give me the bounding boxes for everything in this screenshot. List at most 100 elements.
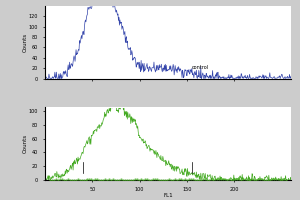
Point [103,178,108,181]
Point [200,177,205,181]
Point [262,178,267,181]
Point [121,178,126,181]
Point [91,178,96,182]
Point [234,177,239,181]
Y-axis label: Counts: Counts [22,33,27,52]
Point [167,178,171,181]
Point [157,178,161,181]
Point [230,178,235,181]
Point [188,178,193,181]
Point [216,178,221,181]
Point [240,178,245,181]
Point [141,178,146,182]
Point [127,178,132,181]
Point [133,177,138,181]
Point [254,178,259,181]
Point [119,178,124,181]
Point [87,178,92,181]
Point [85,178,90,181]
Point [280,178,285,182]
Point [270,178,275,181]
Point [71,178,76,181]
Point [266,178,271,182]
Point [47,178,52,181]
Point [137,178,142,181]
Point [176,178,181,181]
Point [55,178,60,182]
Point [97,178,102,182]
Point [95,177,100,181]
Point [67,178,72,182]
Point [222,178,227,181]
Point [49,178,54,182]
Point [165,178,170,182]
Point [192,178,197,181]
Point [236,178,241,181]
Point [83,178,88,181]
Point [246,178,251,181]
Point [206,178,211,181]
Point [125,178,130,181]
Point [264,178,269,182]
Text: control: control [192,65,209,70]
Point [182,178,187,181]
Point [159,178,164,181]
Point [77,178,82,181]
Point [107,177,112,181]
Point [143,178,148,181]
Point [274,177,279,181]
Point [214,178,219,181]
Point [147,178,152,181]
Point [238,178,243,182]
Point [224,178,229,181]
Point [69,178,74,181]
Y-axis label: Counts: Counts [22,134,27,153]
Point [252,178,257,181]
Point [171,178,176,181]
Point [282,178,287,181]
Point [212,178,217,181]
Point [115,178,120,181]
Point [228,178,233,181]
Point [198,178,203,182]
Point [123,178,128,181]
Point [135,177,140,181]
Point [163,178,167,181]
Point [220,178,225,181]
Point [149,178,154,181]
Point [153,178,158,181]
Point [258,178,263,181]
Point [169,178,173,182]
Point [89,178,94,181]
Point [284,178,289,181]
Point [204,178,209,181]
Point [178,177,183,181]
Point [226,178,231,181]
Point [65,178,70,181]
Point [276,177,281,181]
Point [81,178,86,181]
Point [187,177,191,181]
Point [160,178,165,182]
Point [61,178,66,181]
Point [79,178,84,182]
Point [190,177,195,181]
Point [145,178,149,181]
Point [232,178,237,181]
Point [248,178,253,181]
Point [109,178,114,181]
Point [59,178,64,181]
Point [139,178,144,181]
Point [202,178,207,181]
Point [131,178,136,181]
Point [175,178,179,182]
Point [242,177,247,181]
Point [99,178,104,181]
Point [278,178,283,181]
Point [181,178,185,181]
Point [101,178,106,182]
Point [260,178,265,181]
Point [218,178,223,181]
Point [172,178,177,181]
Point [93,178,98,181]
